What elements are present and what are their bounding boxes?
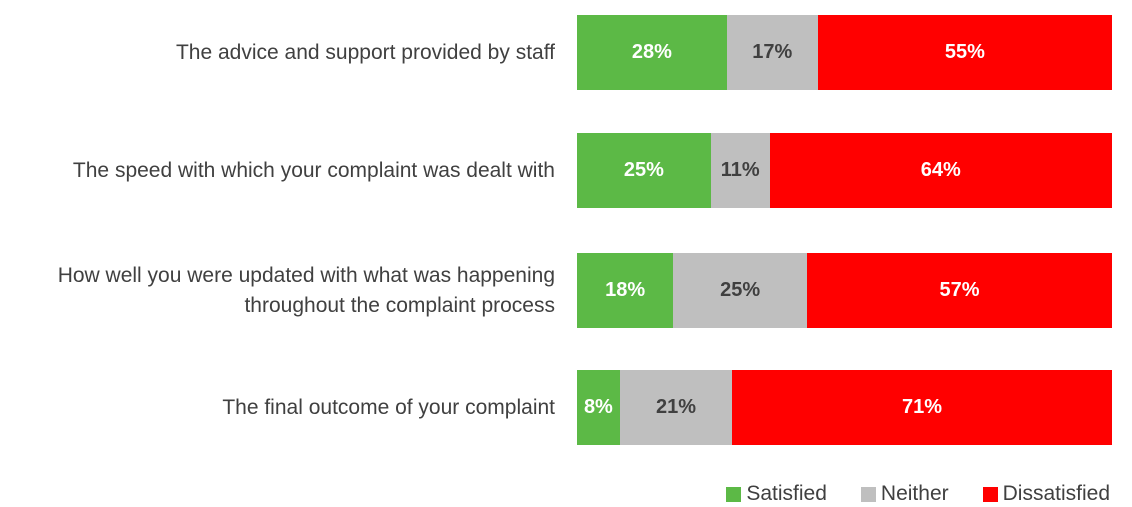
- legend-swatch: [726, 486, 742, 502]
- value-label: 55%: [944, 41, 985, 63]
- category-label: The final outcome of your complaint: [222, 395, 555, 419]
- bar-segment: 25%: [673, 253, 808, 328]
- value-label: 28%: [631, 41, 672, 63]
- value-label: 71%: [902, 396, 943, 418]
- category-label: How well you were updated with what was …: [57, 263, 555, 317]
- legend-swatch: [982, 486, 998, 502]
- value-label: 25%: [720, 279, 761, 301]
- bar-segment: 57%: [807, 253, 1112, 328]
- bar-segment: 25%: [577, 133, 711, 208]
- value-label: 18%: [605, 279, 646, 301]
- legend-item: Dissatisfied: [982, 482, 1110, 506]
- category-label: The advice and support provided by staff: [175, 40, 555, 64]
- bar-segment: 11%: [710, 133, 770, 208]
- value-label: 21%: [655, 396, 696, 418]
- bar-segment: 71%: [732, 370, 1112, 445]
- value-label: 25%: [623, 159, 664, 181]
- value-label: 11%: [720, 159, 760, 181]
- bar-segment: 18%: [577, 253, 674, 328]
- legend-label: Neither: [880, 482, 949, 505]
- legend-swatch: [860, 486, 876, 502]
- legend-item: Satisfied: [726, 482, 827, 506]
- legend: Satisfied Neither Dissatisfied: [726, 482, 1110, 506]
- bar-segment: 17%: [726, 15, 818, 90]
- bar-segment: 28%: [577, 15, 727, 90]
- bar-segment: 21%: [619, 370, 733, 445]
- value-label: 64%: [920, 159, 961, 181]
- category-label: The speed with which your complaint was …: [72, 158, 555, 182]
- legend-label: Satisfied: [746, 482, 827, 505]
- value-label: 17%: [752, 41, 793, 63]
- bar-segment: 8%: [577, 370, 620, 445]
- bar-segment: 64%: [769, 133, 1112, 208]
- legend-label: Dissatisfied: [1002, 482, 1110, 505]
- bar-segment: 55%: [817, 15, 1112, 90]
- value-label: 57%: [939, 279, 980, 301]
- legend-item: Neither: [860, 482, 949, 506]
- value-label: 8%: [583, 396, 613, 418]
